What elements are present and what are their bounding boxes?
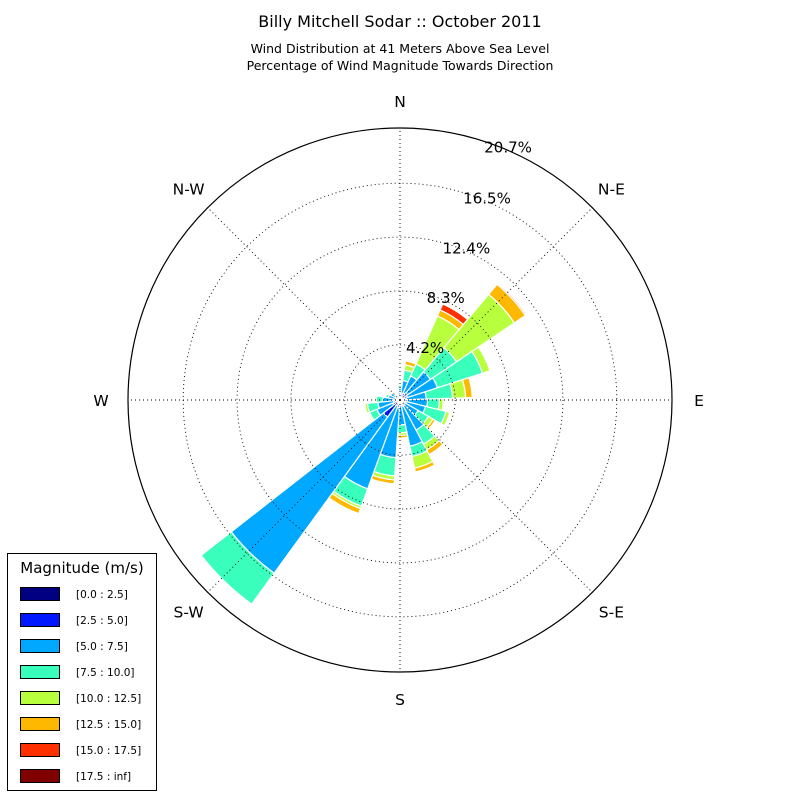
legend-entry: [2.5 : 5.0]	[20, 613, 156, 629]
direction-label: S-E	[599, 603, 624, 621]
legend-swatch	[20, 691, 60, 705]
direction-labels: N N-E E S-E S S-W W N-W	[93, 93, 704, 709]
direction-label: W	[93, 392, 108, 410]
windrose-bar-segment-80-5	[461, 376, 473, 399]
legend-entry: [7.5 : 10.0]	[20, 665, 156, 681]
legend-entry: [5.0 : 7.5]	[20, 639, 156, 655]
legend-label: [7.5 : 10.0]	[76, 667, 135, 679]
windrose-bar-segment-48-6	[496, 282, 528, 317]
polar-grid	[127, 127, 673, 673]
chart-title: Billy Mitchell Sodar :: October 2011	[258, 12, 542, 31]
radial-tick-labels: 4.2% 8.3% 12.4% 16.5% 20.7%	[406, 139, 532, 357]
direction-label: N-W	[173, 181, 205, 199]
legend-label: [17.5 : inf]	[76, 771, 132, 783]
legend-label: [10.0 : 12.5]	[76, 693, 142, 705]
legend-swatch	[20, 587, 60, 601]
direction-label: E	[694, 392, 704, 410]
polar-grid-circle	[236, 236, 564, 564]
legend-label: [5.0 : 7.5]	[76, 641, 128, 653]
legend: Magnitude (m/s) [0.0 : 2.5] [2.5 : 5.0] …	[7, 553, 157, 791]
radial-tick-label: 12.4%	[443, 240, 491, 258]
direction-label: S	[395, 691, 405, 709]
polar-grid-circle	[290, 290, 510, 510]
legend-swatch	[20, 743, 60, 757]
windrose-bar-segment-224-3	[200, 531, 275, 605]
radial-tick-label: 4.2%	[406, 339, 444, 357]
legend-swatch	[20, 717, 60, 731]
windrose-bar-segment-112-4	[440, 410, 451, 427]
legend-label: [2.5 : 5.0]	[76, 615, 128, 627]
windrose-bar-segment-176-3	[397, 423, 408, 434]
chart-subtitle-line-1: Wind Distribution at 41 Meters Above Sea…	[250, 41, 550, 56]
windrose-bars	[200, 282, 528, 605]
legend-entry: [15.0 : 17.5]	[20, 743, 156, 759]
direction-label: N-E	[598, 181, 625, 199]
polar-spoke	[399, 399, 593, 593]
legend-swatch	[20, 639, 60, 653]
polar-outer-circle	[127, 127, 673, 673]
direction-label: S-W	[174, 603, 204, 621]
radial-tick-label: 16.5%	[463, 190, 511, 208]
windrose-bar-segment-288-4	[383, 392, 388, 399]
legend-entry: [12.5 : 15.0]	[20, 717, 156, 733]
legend-title: Magnitude (m/s)	[20, 559, 144, 577]
legend-entry: [0.0 : 2.5]	[20, 587, 156, 603]
legend-entry: [10.0 : 12.5]	[20, 691, 156, 707]
legend-label: [0.0 : 2.5]	[76, 589, 128, 601]
windrose-bar-segment-64-4	[471, 346, 491, 374]
chart-subtitle-line-2: Percentage of Wind Magnitude Towards Dir…	[246, 58, 554, 73]
legend-swatch	[20, 613, 60, 627]
legend-label: [12.5 : 15.0]	[76, 719, 142, 731]
legend-label: [15.0 : 17.5]	[76, 745, 142, 757]
windrose-bar-segment-272-3	[375, 395, 384, 404]
legend-entry: [17.5 : inf]	[20, 769, 156, 785]
windrose-bar-segment-304-4	[387, 390, 393, 396]
radial-tick-label: 8.3%	[427, 289, 465, 307]
windrose-bar-segment-320-3	[394, 393, 399, 398]
windrose-bar-segment-272-4	[374, 394, 378, 404]
legend-swatch	[20, 769, 60, 783]
direction-label: N	[394, 93, 406, 111]
legend-swatch	[20, 665, 60, 679]
windrose-bar-segment-352-3	[396, 390, 401, 394]
radial-tick-label: 20.7%	[484, 139, 532, 157]
windrose-bar-segment-160-5	[413, 460, 436, 473]
polar-grid-circle	[344, 344, 456, 456]
windrose-bar-segment-256-4	[364, 402, 371, 415]
polar-spoke	[207, 207, 401, 401]
windrose-bar-segment-176-5	[396, 433, 409, 439]
